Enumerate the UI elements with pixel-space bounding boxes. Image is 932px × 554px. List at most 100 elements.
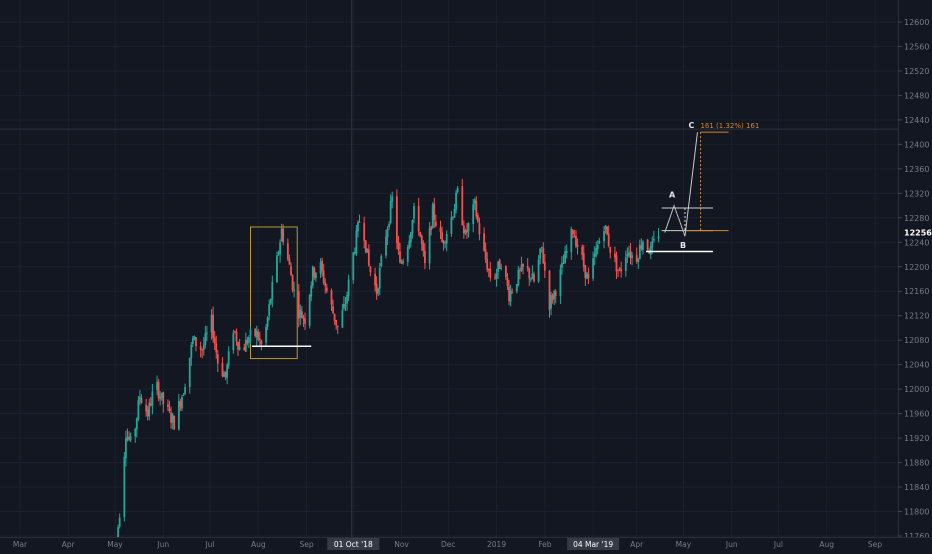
candle-body: [648, 251, 651, 254]
time-tick-label: Mar: [13, 540, 28, 549]
candle-body: [134, 428, 137, 437]
candle-body: [617, 269, 619, 271]
time-tick-label: Dec: [441, 540, 456, 549]
candle-body: [139, 396, 141, 400]
candle-body: [151, 391, 154, 407]
candle-body: [343, 303, 345, 309]
pattern-label-b: B: [680, 241, 686, 250]
price-tick-label: 11920: [904, 434, 929, 443]
candle-body: [135, 418, 138, 430]
candle-body: [646, 239, 649, 250]
candle-body: [582, 253, 585, 267]
candle-body: [269, 299, 272, 304]
candle-body: [408, 240, 411, 248]
price-tick-label: 12560: [904, 42, 929, 51]
candle-body: [489, 268, 492, 278]
candle-body: [168, 408, 171, 411]
candle-body: [336, 325, 339, 328]
candle-body: [171, 414, 174, 423]
candle-body: [596, 244, 599, 250]
candle-body: [542, 248, 545, 263]
time-tick-label: Apr: [62, 540, 76, 549]
price-tick-label: 12040: [904, 361, 929, 370]
candle-body: [562, 262, 565, 264]
candle-body: [330, 290, 333, 305]
candle-body: [638, 244, 641, 259]
candle-body: [483, 233, 485, 251]
drawings-background[interactable]: [249, 226, 298, 360]
candle-body: [635, 255, 638, 262]
candle-body: [439, 227, 442, 233]
candle-body: [123, 456, 126, 518]
candle-body: [484, 249, 487, 260]
time-tick-label: Jul: [773, 540, 783, 549]
candle-body: [620, 269, 623, 272]
pattern-label-a: A: [669, 191, 676, 200]
candle-body: [366, 248, 369, 253]
time-tick-label: Sep: [299, 540, 313, 549]
candle-body: [467, 223, 470, 232]
candle-body: [456, 187, 459, 193]
candle-body: [413, 206, 415, 219]
candle-body: [420, 235, 423, 245]
candle-body: [308, 294, 311, 326]
candle-body: [629, 251, 632, 258]
candle-body: [472, 204, 475, 224]
candle-body: [202, 344, 205, 350]
candle-body: [614, 253, 616, 258]
candle-body: [246, 339, 249, 344]
candle-body: [276, 255, 278, 283]
price-tick-label: 12080: [904, 336, 929, 345]
candle-body: [624, 257, 627, 271]
candle-body: [128, 436, 130, 439]
price-tick-label: 12360: [904, 165, 929, 174]
candle-body: [205, 332, 208, 334]
candle-body: [576, 244, 579, 247]
price-tick-label: 12400: [904, 140, 929, 149]
time-label-highlight: [567, 538, 620, 550]
price-tick-label: 12120: [904, 312, 929, 321]
time-tick-label: Sep: [868, 540, 882, 549]
time-tick-label: May: [676, 540, 692, 549]
candle-body: [244, 339, 247, 352]
candle-body: [397, 241, 400, 250]
candle-body: [581, 246, 584, 255]
price-axis[interactable]: 11760 11800 11840 11880 11920 11960 12000 12040…: [898, 0, 932, 541]
candle-body: [462, 225, 465, 234]
candle-body: [399, 251, 401, 263]
candle-body: [204, 333, 207, 345]
price-tick-label: 12160: [904, 287, 929, 296]
time-tick-label: 01 Oct '18: [334, 540, 373, 549]
drawings[interactable]: A B C 161 (1.32%) 161: [252, 121, 759, 348]
candle-body: [551, 295, 554, 301]
candle-body: [498, 259, 501, 269]
candle-body: [191, 338, 194, 345]
candle-body: [517, 269, 520, 286]
candle-body: [603, 231, 605, 242]
candle-body: [442, 240, 445, 244]
time-axis[interactable]: Mar Apr May Jun Jul Aug Sep 01 Oct '18 Nov Dec 201…: [0, 537, 932, 550]
candle-body: [162, 392, 165, 405]
candle-body: [173, 416, 176, 430]
candle-body: [561, 262, 563, 269]
time-tick-label: Nov: [394, 540, 409, 549]
time-tick-label: Jun: [725, 540, 738, 549]
candle-body: [519, 269, 521, 271]
candle-body: [322, 270, 325, 283]
candle-body: [129, 436, 132, 441]
candle-body: [487, 269, 490, 271]
candle-body: [618, 268, 621, 270]
candle-body: [377, 288, 380, 294]
candle-body: [559, 269, 562, 296]
candle-body: [473, 199, 476, 204]
candle-body: [402, 260, 405, 264]
candle-body: [573, 235, 576, 238]
candle-body: [445, 234, 448, 244]
candle-body: [352, 252, 355, 281]
candle-body: [509, 290, 512, 302]
projection-label: 161 (1.32%) 161: [700, 122, 759, 130]
candle-body: [385, 236, 387, 256]
candle-body: [642, 241, 644, 250]
